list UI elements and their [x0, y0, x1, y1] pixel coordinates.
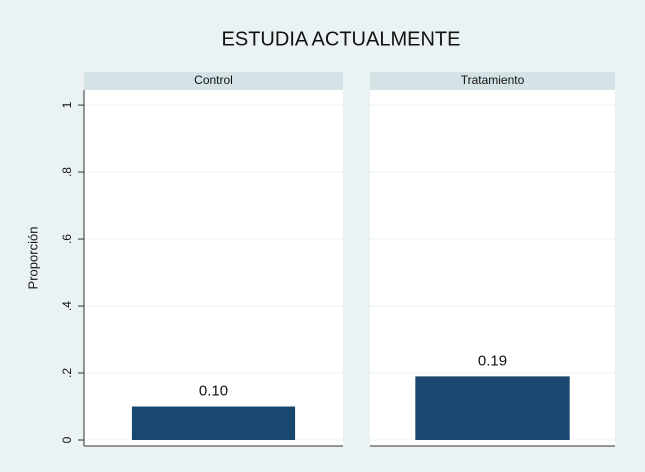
value-label: 0.10: [199, 382, 228, 399]
y-tick-label: .8: [60, 167, 74, 177]
value-label: 0.19: [478, 352, 507, 369]
y-tick-label: 1: [60, 101, 74, 108]
y-axis-label: Proporción: [25, 227, 40, 290]
bar: [415, 376, 570, 440]
y-tick-label: 0: [60, 436, 74, 443]
y-tick-label: .2: [60, 368, 74, 378]
y-tick-label: .4: [60, 301, 74, 311]
panel-header: [370, 72, 615, 90]
panel-label: Tratamiento: [461, 73, 525, 87]
bar: [131, 406, 296, 440]
y-tick-label: .6: [60, 234, 74, 244]
panel: [84, 72, 343, 446]
panel-label: Control: [194, 73, 233, 87]
panel-header: [84, 72, 343, 90]
chart-title: ESTUDIA ACTUALMENTE: [222, 28, 461, 50]
